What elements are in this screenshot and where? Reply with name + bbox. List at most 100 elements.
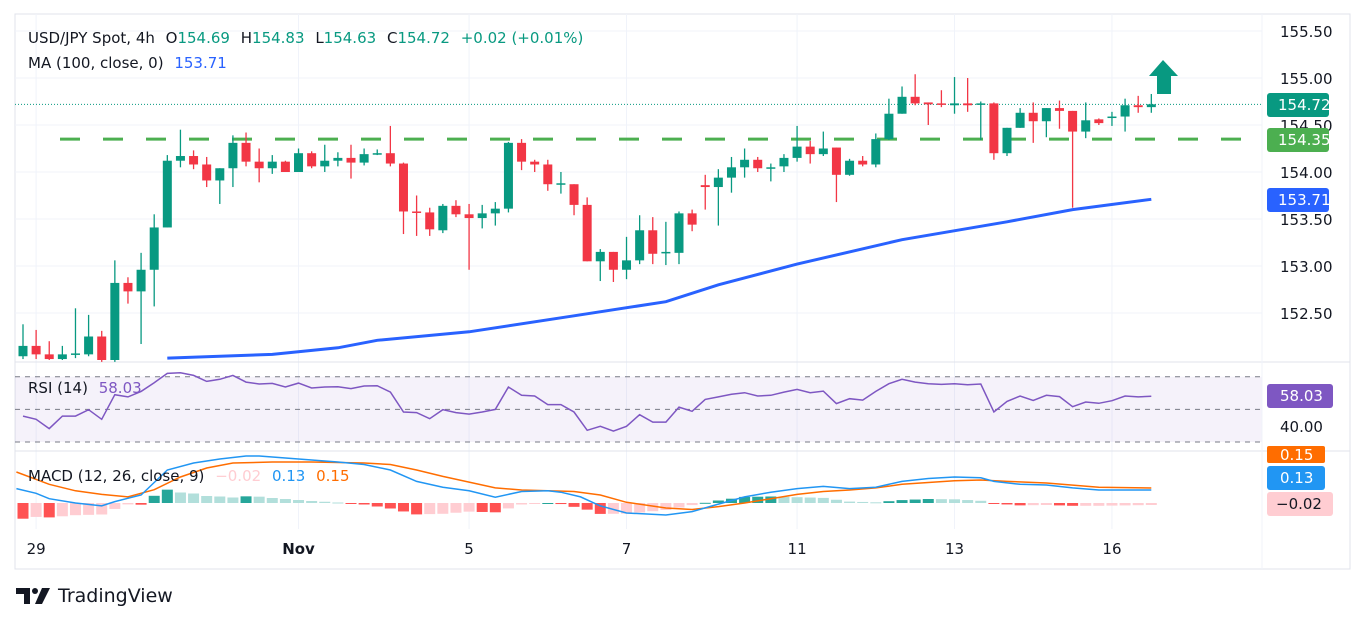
candle-body <box>648 230 658 254</box>
candle-body <box>687 213 697 225</box>
macd-histogram-bar <box>1119 503 1131 506</box>
candle <box>359 148 369 166</box>
candle-body <box>70 353 80 355</box>
macd-histogram-bar <box>988 503 1000 504</box>
candle <box>346 144 356 179</box>
ma-label: MA (100, close, 0) <box>28 54 164 72</box>
candle-body <box>438 205 448 231</box>
candle <box>976 101 986 141</box>
last-price-tag: 154.72 <box>1267 93 1331 117</box>
macd-value: 0.13 <box>272 467 305 485</box>
macd-histogram-bar <box>830 499 842 503</box>
macd-histogram-bar <box>109 503 121 509</box>
macd-histogram-bar <box>424 503 436 515</box>
macd-histogram-bar <box>516 503 528 505</box>
signal-tag: 0.15 <box>1267 446 1325 464</box>
ma-100-line <box>167 197 1152 360</box>
candle <box>1081 102 1091 139</box>
candle <box>779 154 789 172</box>
candle-body <box>215 168 225 181</box>
candle <box>897 86 907 114</box>
macd-histogram-bar <box>1067 503 1079 506</box>
macd-histogram-bar <box>83 503 95 515</box>
candle-body <box>805 146 815 155</box>
legend-rsi: RSI (14) 58.03 <box>28 379 142 397</box>
tradingview-logo[interactable]: TradingView <box>16 585 173 607</box>
macd-histogram-bar <box>778 496 790 503</box>
macd-histogram-bar <box>384 503 396 509</box>
candle-body <box>766 167 776 169</box>
candle <box>425 207 435 236</box>
high-value: 154.83 <box>252 29 305 47</box>
time-axis[interactable]: 29 Nov 5 7 11 13 16 <box>27 540 1122 558</box>
macd-histogram-bar <box>463 503 475 512</box>
candle <box>1054 100 1064 129</box>
macd-histogram-bar <box>161 489 173 503</box>
rsi-tag: 58.03 <box>1267 384 1333 408</box>
candle <box>963 78 973 112</box>
candle-body <box>346 157 356 163</box>
macd-histogram-bar <box>43 503 55 518</box>
candle-body <box>175 156 185 161</box>
low-value: 154.63 <box>324 29 377 47</box>
candle <box>845 158 855 176</box>
candle-body <box>936 103 946 105</box>
candle-body <box>1028 112 1038 122</box>
candle-body <box>1015 112 1025 128</box>
candle-body <box>1107 116 1117 119</box>
candle <box>661 221 671 266</box>
candle <box>44 341 54 360</box>
candle <box>726 156 736 193</box>
candle <box>740 148 750 178</box>
macd-histogram-bar <box>188 493 200 503</box>
time-axis-label: 5 <box>464 540 474 558</box>
candle <box>202 156 212 188</box>
macd-histogram-bar <box>975 500 987 503</box>
candle-body <box>254 161 264 169</box>
high-label: H <box>241 29 252 47</box>
candle <box>97 330 107 362</box>
svg-text:154.35: 154.35 <box>1278 131 1331 149</box>
candle-body <box>241 142 251 162</box>
candle-body <box>792 146 802 158</box>
candle <box>792 125 802 162</box>
candle <box>1041 108 1051 138</box>
chart-frame <box>14 13 1351 570</box>
candle <box>1146 93 1156 113</box>
candle <box>1002 127 1012 157</box>
candle <box>84 314 94 357</box>
candle <box>556 172 566 194</box>
candle-body <box>136 269 146 292</box>
macd-histogram-bar <box>686 503 698 506</box>
macd-histogram-bar <box>555 503 567 505</box>
candle <box>398 162 408 235</box>
candle <box>18 324 28 360</box>
macd-histogram-bar <box>896 500 908 503</box>
macd-histogram-bar <box>673 503 685 508</box>
macd-histogram-bar <box>96 503 108 515</box>
price-axis[interactable]: 155.50155.00154.50154.00153.50153.00152.… <box>1280 23 1333 323</box>
macd-histogram-bar <box>56 503 68 517</box>
macd-histogram-bar <box>1014 503 1026 506</box>
candle <box>989 102 999 160</box>
gridlines <box>15 14 1262 529</box>
candle-body <box>595 251 605 262</box>
macd-histogram-bar <box>949 499 961 503</box>
candle-body <box>713 177 723 188</box>
candle-body <box>831 147 841 175</box>
candle-body <box>162 160 172 228</box>
candle <box>687 209 697 232</box>
candle <box>766 163 776 182</box>
macd-histogram-bar <box>712 500 724 503</box>
candle <box>412 195 422 236</box>
svg-text:154.72: 154.72 <box>1278 96 1331 114</box>
time-axis-label: 7 <box>622 540 632 558</box>
price-axis-label: 155.00 <box>1280 70 1333 88</box>
candle-body <box>740 159 750 168</box>
macd-histogram-bar <box>1080 503 1092 506</box>
candle <box>1120 98 1130 132</box>
candle <box>582 197 592 262</box>
price-axis-label: 153.50 <box>1280 211 1333 229</box>
candle <box>438 203 448 234</box>
